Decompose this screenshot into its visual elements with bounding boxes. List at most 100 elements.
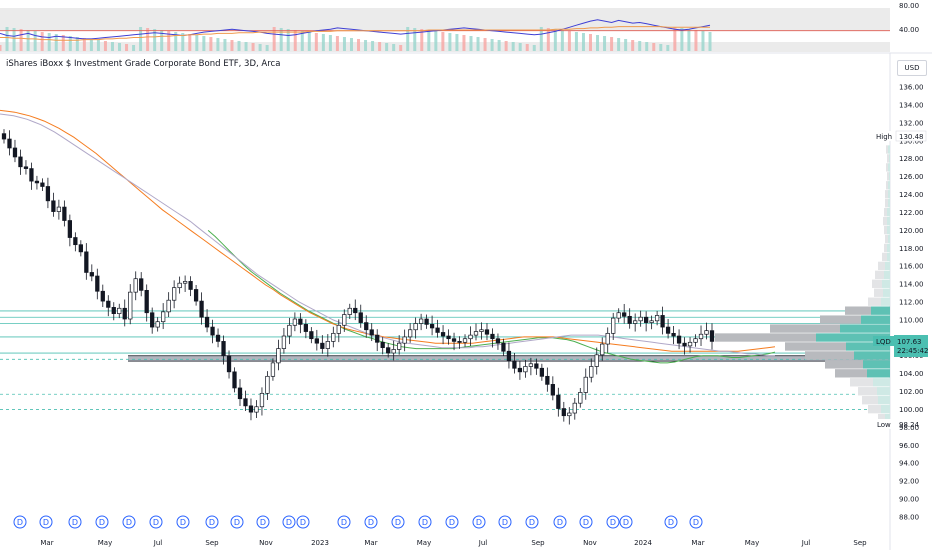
candle-body: [638, 316, 643, 322]
candle-body: [298, 318, 303, 325]
histogram-bar: [666, 45, 670, 51]
histogram-bar: [588, 34, 592, 51]
candle-body: [204, 316, 210, 328]
volume-profile-row-up: [840, 324, 890, 333]
histogram-bar: [110, 42, 114, 51]
candle-body: [578, 392, 583, 404]
volume-profile-row: [874, 288, 883, 297]
candle-body: [473, 331, 479, 336]
candle-body: [166, 299, 171, 313]
price-axis[interactable]: 136.00 134.00 132.00 130.00 128.00 126.00 124.…: [899, 84, 924, 522]
dividend-marker-label: D: [286, 518, 292, 527]
volume-profile-row: [862, 396, 878, 405]
chart-title: iShares iBoxx $ Investment Grade Corpora…: [6, 59, 281, 69]
histogram-bar: [708, 32, 712, 51]
candle-body: [539, 367, 544, 377]
histogram-bar: [237, 41, 241, 51]
volume-profile-row: [887, 154, 889, 163]
price-tick: 124.00: [899, 191, 924, 199]
candle-body: [583, 376, 588, 393]
volume-profile-row-up: [871, 306, 890, 315]
candle-body: [589, 366, 594, 378]
histogram-bar: [328, 35, 332, 51]
candle-body: [336, 324, 341, 334]
volume-profile-row-up: [846, 342, 890, 351]
candle-body: [644, 316, 649, 323]
candle-body: [199, 300, 204, 318]
histogram-bar: [244, 42, 248, 51]
candle-body: [106, 300, 111, 308]
candle-body: [391, 349, 396, 354]
histogram-bar: [251, 43, 255, 51]
dividend-marker: [176, 515, 190, 529]
candle-body: [358, 312, 363, 323]
candle-body: [232, 371, 237, 389]
histogram-bar: [567, 31, 571, 51]
candle-body: [462, 338, 468, 343]
histogram-bar: [321, 34, 325, 51]
volume-profile-row: [886, 181, 888, 190]
candle-body: [490, 333, 495, 340]
candle-body: [528, 363, 534, 367]
time-tick: May: [98, 539, 112, 547]
histogram-bar: [82, 38, 86, 51]
histogram-bar: [371, 41, 375, 51]
histogram-bar: [357, 39, 361, 51]
volume-profile-row-up: [885, 413, 890, 423]
histogram-bar: [103, 41, 107, 51]
low-label: Low: [877, 421, 891, 429]
high-label-box: [873, 131, 895, 141]
dividend-marker-label: D: [17, 518, 23, 527]
candle-body: [550, 384, 555, 396]
histogram-bar: [258, 44, 262, 51]
candle-body: [649, 320, 654, 323]
candle-body: [12, 147, 18, 158]
high-value: 130.48: [899, 133, 924, 141]
candle-body: [150, 312, 155, 328]
dividend-marker: [619, 515, 633, 529]
histogram-bar: [75, 37, 79, 51]
candle-body: [303, 324, 308, 332]
volume-profile-row-up: [881, 404, 890, 414]
high-value-box: [895, 130, 927, 142]
candle-body: [73, 237, 78, 246]
candle-body: [616, 312, 621, 319]
price-tick: 92.00: [899, 478, 919, 486]
time-tick: 2023: [311, 539, 329, 547]
volume-profile-row-up: [888, 199, 890, 208]
volume-profile-row: [887, 172, 889, 181]
candle-body: [561, 408, 566, 417]
volume-profile-row: [825, 360, 863, 369]
histogram-bar: [413, 28, 417, 51]
dividend-marker: [664, 515, 678, 529]
volume-profile-row: [885, 190, 888, 199]
candle-body: [144, 290, 149, 314]
candle-body: [314, 338, 319, 344]
price-tick: 126.00: [899, 173, 924, 181]
histogram-bar: [300, 31, 304, 51]
time-axis[interactable]: Mar May Jul Sep Nov 2023 Mar May Jul Sep Nov 2024 Ma…: [40, 539, 867, 547]
candle-body: [517, 367, 523, 373]
candle-body: [23, 166, 29, 169]
candle-body: [139, 278, 144, 291]
histogram-bar: [216, 38, 220, 51]
dividend-marker: [472, 515, 486, 529]
currency-selector[interactable]: USD: [897, 60, 927, 76]
dividend-marker: [149, 515, 163, 529]
volume-profile-row-up: [887, 243, 890, 253]
candle-body: [78, 244, 83, 253]
volume-profile-row: [770, 324, 840, 333]
candle-body: [654, 315, 660, 322]
price-tick: 110.00: [899, 316, 924, 324]
volume-profile-row-up: [883, 288, 890, 297]
volume-profile: [715, 145, 890, 423]
volume-profile-row: [785, 342, 846, 351]
candle-body: [611, 317, 616, 334]
last-price: 107.63: [897, 338, 922, 346]
dividend-marker: [337, 515, 351, 529]
candle-body: [51, 200, 56, 212]
histogram-bar: [174, 32, 178, 51]
candle-body: [556, 394, 561, 409]
histogram-bar: [652, 43, 656, 51]
oscillator-tick-top: 80.00: [899, 2, 919, 10]
